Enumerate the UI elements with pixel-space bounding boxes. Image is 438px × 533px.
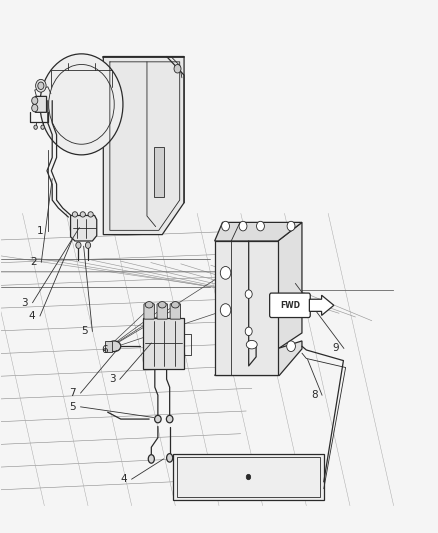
Polygon shape <box>278 222 302 349</box>
Text: 1: 1 <box>37 226 43 236</box>
Ellipse shape <box>72 212 78 217</box>
FancyBboxPatch shape <box>173 454 324 500</box>
Text: 3: 3 <box>21 297 28 308</box>
Circle shape <box>257 221 265 231</box>
Circle shape <box>32 104 38 112</box>
FancyBboxPatch shape <box>157 304 167 319</box>
Circle shape <box>287 341 295 352</box>
Ellipse shape <box>171 302 179 308</box>
Circle shape <box>85 242 91 248</box>
FancyBboxPatch shape <box>105 341 113 352</box>
Polygon shape <box>215 341 302 375</box>
Polygon shape <box>309 295 334 316</box>
Text: 3: 3 <box>109 374 115 384</box>
Text: 4: 4 <box>29 311 35 321</box>
Circle shape <box>40 54 123 155</box>
Circle shape <box>32 97 38 104</box>
Ellipse shape <box>108 341 121 352</box>
Ellipse shape <box>80 212 85 217</box>
Circle shape <box>174 64 181 73</box>
FancyBboxPatch shape <box>144 304 154 319</box>
Text: 6: 6 <box>101 345 108 356</box>
Text: FWD: FWD <box>280 301 300 310</box>
Circle shape <box>41 125 44 130</box>
Ellipse shape <box>166 454 173 462</box>
Ellipse shape <box>166 415 173 423</box>
Circle shape <box>38 82 44 90</box>
Polygon shape <box>215 222 302 241</box>
Circle shape <box>239 221 247 231</box>
Polygon shape <box>33 96 46 112</box>
Circle shape <box>220 304 231 317</box>
FancyBboxPatch shape <box>154 147 164 197</box>
Text: 5: 5 <box>69 402 76 412</box>
Text: 5: 5 <box>81 326 88 336</box>
FancyBboxPatch shape <box>143 318 184 368</box>
Text: 4: 4 <box>120 474 127 484</box>
Circle shape <box>76 242 81 248</box>
Ellipse shape <box>158 302 166 308</box>
Text: 2: 2 <box>30 257 37 267</box>
Polygon shape <box>71 215 97 241</box>
Circle shape <box>245 290 252 298</box>
Circle shape <box>35 79 46 92</box>
Circle shape <box>246 474 251 480</box>
FancyBboxPatch shape <box>170 304 180 319</box>
Polygon shape <box>215 241 278 375</box>
Circle shape <box>222 221 230 231</box>
Text: 9: 9 <box>333 343 339 353</box>
Polygon shape <box>103 56 184 235</box>
Ellipse shape <box>148 455 154 463</box>
Ellipse shape <box>145 302 153 308</box>
Ellipse shape <box>155 415 161 423</box>
Ellipse shape <box>88 212 93 217</box>
Circle shape <box>245 327 252 336</box>
FancyBboxPatch shape <box>270 293 310 318</box>
Ellipse shape <box>246 341 257 349</box>
Text: 7: 7 <box>69 388 76 398</box>
Text: 8: 8 <box>311 390 318 400</box>
Circle shape <box>287 221 295 231</box>
Circle shape <box>34 125 37 130</box>
Circle shape <box>220 266 231 279</box>
